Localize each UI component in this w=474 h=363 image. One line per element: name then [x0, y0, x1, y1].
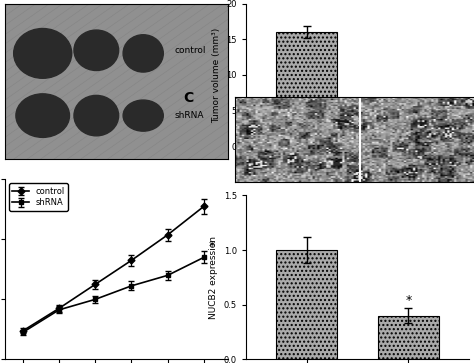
Legend: control, shRNA: control, shRNA — [9, 183, 68, 211]
Ellipse shape — [123, 100, 164, 131]
Ellipse shape — [14, 29, 72, 78]
Bar — [276, 250, 337, 359]
Text: *: * — [405, 101, 411, 114]
Bar — [378, 315, 439, 359]
Text: A: A — [0, 0, 2, 2]
Y-axis label: NUCB2 expression: NUCB2 expression — [209, 236, 218, 319]
Text: control: control — [174, 46, 206, 55]
Bar — [378, 118, 439, 146]
Ellipse shape — [123, 35, 164, 72]
Ellipse shape — [74, 30, 118, 70]
Ellipse shape — [74, 95, 118, 136]
Text: *: * — [209, 240, 215, 253]
Text: shRNA: shRNA — [174, 111, 204, 120]
Text: C: C — [183, 91, 194, 105]
Y-axis label: Tumor volume (mm³): Tumor volume (mm³) — [212, 27, 221, 123]
Ellipse shape — [16, 94, 70, 137]
Text: *: * — [405, 294, 411, 307]
Bar — [276, 32, 337, 146]
